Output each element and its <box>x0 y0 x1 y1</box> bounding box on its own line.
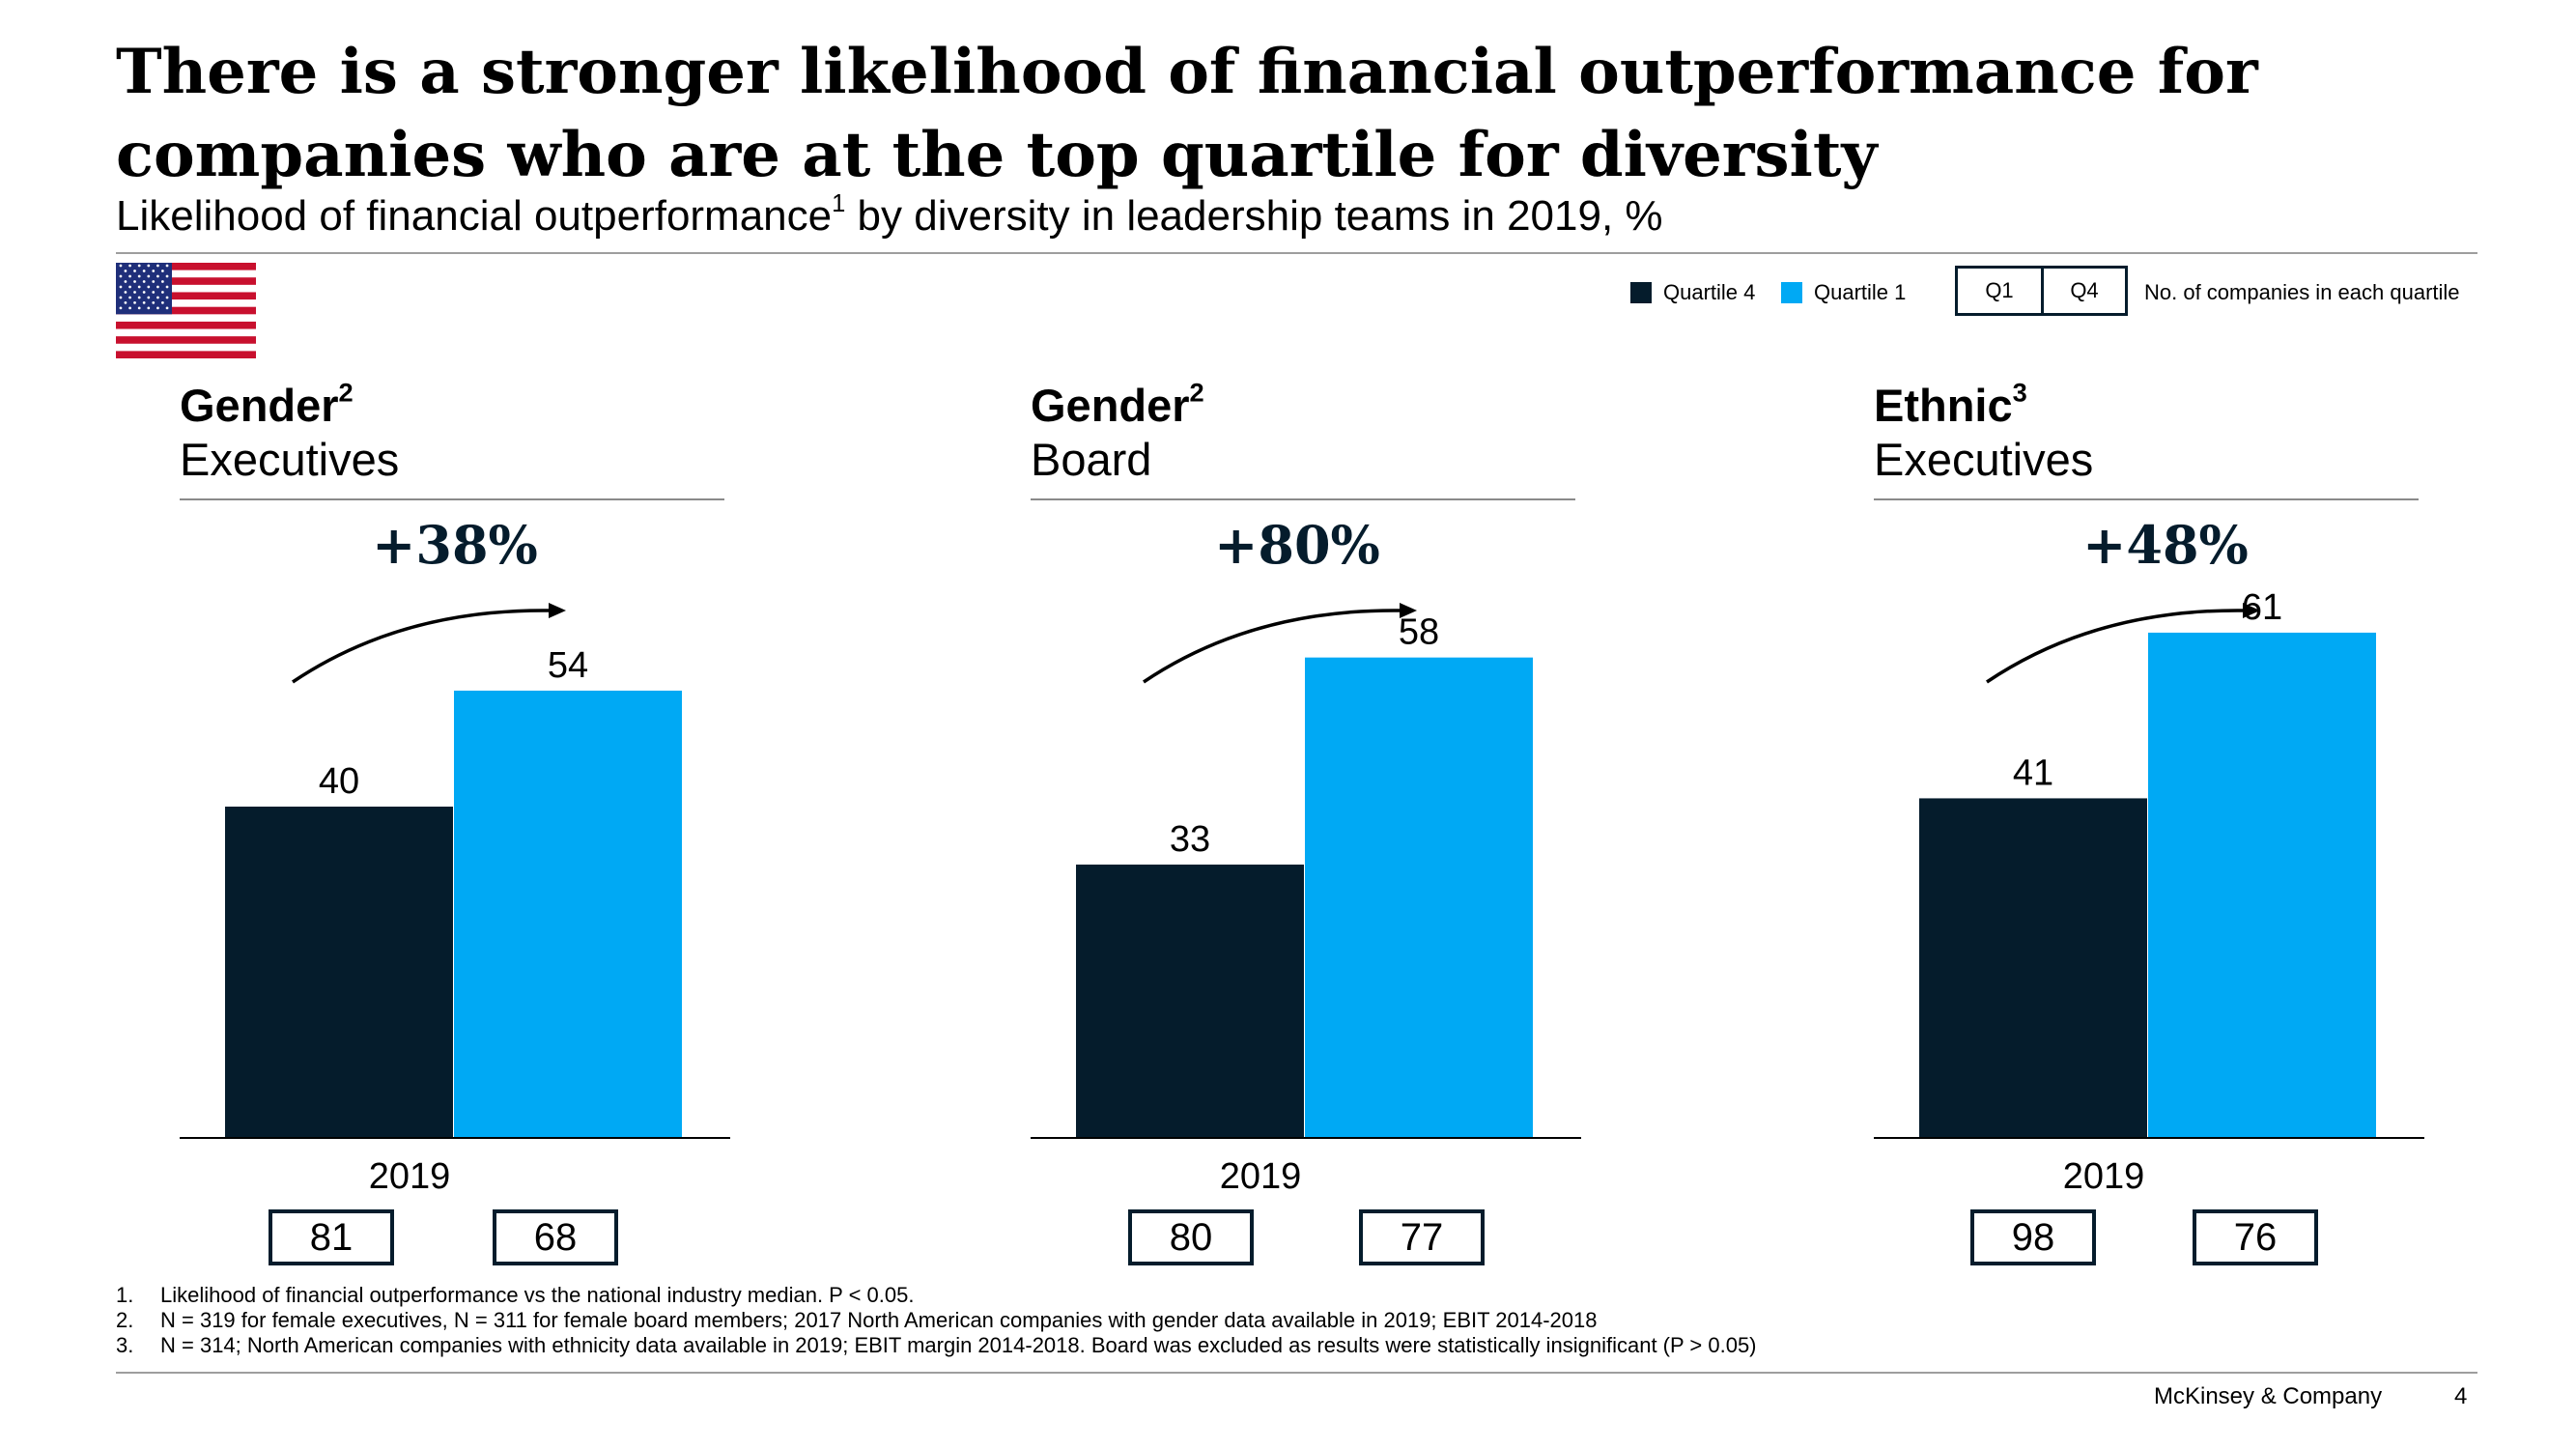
bar-quartile-4 <box>225 807 453 1138</box>
page-number: 4 <box>2454 1383 2468 1409</box>
us-flag-icon <box>116 263 256 358</box>
legend-label-quartile-4: Quartile 4 <box>1663 280 1756 304</box>
bar-value-label: 33 <box>1170 819 1210 860</box>
panel-metric: Gender2 <box>1031 379 1204 433</box>
subtitle-footnote-ref: 1 <box>832 189 846 217</box>
subtitle-text: Likelihood of financial outperformance <box>116 192 833 240</box>
footnote-2: 2. N = 319 for female executives, N = 311… <box>116 1308 1757 1333</box>
footnotes: 1. Likelihood of financial outperformance… <box>116 1283 1757 1358</box>
legend-q4-box: Q4 <box>2041 266 2128 316</box>
legend-label-quartile-1: Quartile 1 <box>1814 280 1907 304</box>
footnote-number: 2. <box>116 1308 134 1332</box>
growth-arrow-line <box>1986 609 2246 684</box>
change-label: +48% <box>2082 514 2249 576</box>
panel-divider <box>1874 498 2419 500</box>
page-title: There is a stronger likelihood of financ… <box>116 31 2511 197</box>
growth-arrow-line <box>1143 609 1402 684</box>
legend-quartile-1: Quartile 1 <box>1781 280 1906 305</box>
footnote-text: N = 319 for female executives, N = 311 f… <box>160 1308 1598 1332</box>
count-box-quartile-4: 98 <box>1970 1209 2096 1265</box>
header-divider <box>116 252 2477 254</box>
panel-group-label: Executives <box>1874 434 2094 485</box>
panel-heading: Gender2 Executives <box>180 379 399 487</box>
count-box-quartile-1: 77 <box>1359 1209 1485 1265</box>
panel-metric: Gender2 <box>180 379 399 433</box>
bar-value-label: 58 <box>1399 612 1439 653</box>
count-box-quartile-1: 68 <box>493 1209 618 1265</box>
x-tick-label: 2019 <box>369 1156 451 1197</box>
growth-arrow-head <box>2243 603 2260 618</box>
growth-arrow-head <box>549 603 566 618</box>
title-line-1: There is a stronger likelihood of financ… <box>116 36 2258 108</box>
panel-metric-label: Ethnic <box>1874 380 2013 431</box>
count-box-quartile-4: 80 <box>1128 1209 1254 1265</box>
panel-metric-footnote-ref: 2 <box>1189 377 1204 408</box>
x-tick-label: 2019 <box>2063 1156 2145 1197</box>
footnote-text: Likelihood of financial outperformance v… <box>160 1283 915 1307</box>
panel-metric: Ethnic3 <box>1874 379 2093 433</box>
panel-metric-label: Gender <box>1031 380 1190 431</box>
bar-chart-gender-executives: 40 54 2019 <box>180 603 730 1197</box>
chart-panel-gender-board: Gender2 Board +80% 33 58 2019 80 77 <box>1031 367 1581 1275</box>
footnote-1: 1. Likelihood of financial outperformance… <box>116 1283 1757 1308</box>
legend-note: No. of companies in each quartile <box>2144 280 2460 304</box>
panel-heading: Ethnic3 Executives <box>1874 379 2093 487</box>
bar-quartile-1 <box>1305 657 1533 1138</box>
growth-arrow-line <box>292 609 552 684</box>
page-subtitle: Likelihood of financial outperformance1 … <box>116 189 1663 243</box>
bar-value-label: 40 <box>319 761 359 802</box>
legend-quartile-4: Quartile 4 <box>1630 280 1755 305</box>
footnote-number: 1. <box>116 1283 134 1307</box>
legend-swatch-quartile-1 <box>1781 282 1802 303</box>
footer-divider <box>116 1372 2477 1374</box>
panel-group-label: Board <box>1031 434 1152 485</box>
panel-metric-footnote-ref: 2 <box>338 377 354 408</box>
count-box-quartile-4: 81 <box>269 1209 394 1265</box>
bar-chart-gender-board: 33 58 2019 <box>1031 603 1581 1197</box>
panel-divider <box>1031 498 1575 500</box>
bar-quartile-4 <box>1919 798 2147 1138</box>
bar-value-label: 54 <box>548 645 588 686</box>
bar-quartile-1 <box>2148 632 2376 1138</box>
panel-metric-footnote-ref: 3 <box>2012 377 2027 408</box>
growth-arrow-head <box>1400 603 1417 618</box>
chart-panel-ethnic-executives: Ethnic3 Executives +48% 41 61 2019 98 76 <box>1874 367 2424 1275</box>
legend-q1-box: Q1 <box>1955 266 2044 316</box>
change-label: +80% <box>1214 514 1380 576</box>
count-box-quartile-1: 76 <box>2193 1209 2318 1265</box>
subtitle-text-end: by diversity in leadership teams in 2019… <box>845 192 1663 240</box>
panel-heading: Gender2 Board <box>1031 379 1204 487</box>
footnote-text: N = 314; North American companies with e… <box>160 1333 1757 1357</box>
legend-swatch-quartile-4 <box>1630 282 1652 303</box>
bar-quartile-4 <box>1076 865 1304 1138</box>
panel-group-label: Executives <box>180 434 400 485</box>
panel-divider <box>180 498 724 500</box>
x-tick-label: 2019 <box>1220 1156 1302 1197</box>
footnote-3: 3. N = 314; North American companies with… <box>116 1333 1757 1358</box>
bar-value-label: 41 <box>2013 753 2053 793</box>
bar-quartile-1 <box>454 690 682 1138</box>
title-line-2: companies who are at the top quartile fo… <box>116 119 1878 191</box>
panel-metric-label: Gender <box>180 380 339 431</box>
brand-name: McKinsey & Company <box>2154 1383 2383 1409</box>
change-label: +38% <box>372 514 538 576</box>
chart-panel-gender-executives: Gender2 Executives +38% 40 54 2019 81 68 <box>180 367 730 1275</box>
footnote-number: 3. <box>116 1333 134 1357</box>
